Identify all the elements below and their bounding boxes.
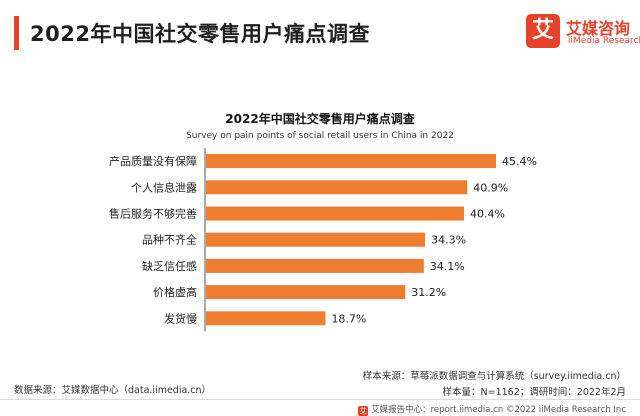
bar <box>206 180 468 195</box>
chart-title: 2022年中国社交零售用户痛点调查 <box>225 112 415 126</box>
category-label: 品种不齐全 <box>142 233 197 247</box>
page-title: 2022年中国社交零售用户痛点调查 <box>30 22 370 46</box>
bar <box>206 258 424 273</box>
bar <box>206 206 465 221</box>
category-label: 缺乏信任感 <box>142 259 197 273</box>
bar <box>206 232 426 247</box>
bar <box>206 311 326 326</box>
category-label: 售后服务不够完善 <box>109 207 197 221</box>
category-label: 发货慢 <box>164 311 197 325</box>
footer-logo-icon: 艾 <box>358 406 369 416</box>
data-source: 数据来源：艾媒数据中心（data.iimedia.cn） <box>14 385 212 396</box>
value-label: 40.4% <box>470 208 505 221</box>
category-label: 价格虚高 <box>153 285 197 299</box>
bar <box>206 154 496 169</box>
value-label: 18.7% <box>331 312 366 325</box>
category-label: 产品质量没有保障 <box>109 154 197 168</box>
sample-meta: 样本量：N=1162；调研时间：2022年2月 <box>442 387 626 398</box>
footer: 艾艾媒报告中心：report.iimedia.cn ©2022 iiMedia … <box>358 403 626 416</box>
category-label: 个人信息泄露 <box>131 180 197 194</box>
bar <box>206 285 406 300</box>
sample-source: 样本来源：草莓派数据调查与计算系统（survey.iimedia.cn） <box>362 371 626 382</box>
logo-mark: 艾 <box>526 14 560 48</box>
brand-logo: 艾 艾媒咨询 iiMedia Research <box>526 14 640 52</box>
value-label: 34.3% <box>431 234 466 247</box>
logo-name-en: iiMedia Research <box>568 36 640 46</box>
value-label: 45.4% <box>502 155 537 168</box>
value-label: 34.1% <box>430 260 465 273</box>
value-label: 40.9% <box>473 181 508 194</box>
logo-name-cn: 艾媒咨询 <box>566 19 631 38</box>
footer-text: 艾媒报告中心：report.iimedia.cn ©2022 iiMedia R… <box>371 405 626 415</box>
title-accent-bar <box>14 16 19 50</box>
chart-subtitle: Survey on pain points of social retail u… <box>186 131 454 141</box>
value-label: 31.2% <box>411 286 446 299</box>
footer-divider <box>0 399 640 400</box>
